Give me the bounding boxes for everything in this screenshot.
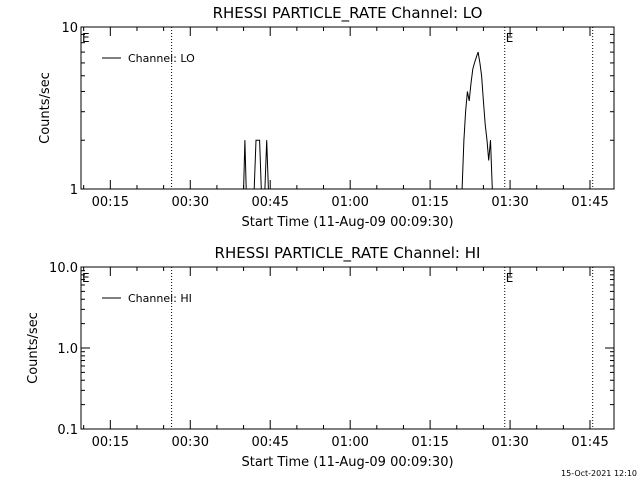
- y-tick-label: 10: [61, 21, 78, 36]
- x-tick-label: 01:00: [331, 195, 368, 210]
- x-axis-label: Start Time (11-Aug-09 00:09:30): [241, 455, 453, 470]
- x-tick-label: 00:15: [92, 435, 129, 450]
- chart-title: RHESSI PARTICLE_RATE Channel: HI: [215, 244, 481, 263]
- event-marker-label: E: [82, 31, 90, 45]
- y-axis-label: Counts/sec: [38, 72, 53, 144]
- x-tick-label: 01:45: [571, 195, 608, 210]
- event-marker-label: E: [82, 271, 90, 285]
- y-tick-label: 1: [70, 183, 78, 198]
- event-marker-label: E: [506, 31, 514, 45]
- chart-panel-1: RHESSI PARTICLE_RATE Channel: LO 1 10 00:15…: [38, 4, 615, 230]
- x-tick-label: 00:30: [172, 435, 209, 450]
- x-tick-label: 00:45: [251, 435, 288, 450]
- y-tick-label: 10.0: [49, 261, 78, 276]
- x-tick-label: 01:15: [411, 195, 448, 210]
- chart-panel-2: RHESSI PARTICLE_RATE Channel: HI 0.1 1.0 10…: [26, 244, 615, 470]
- x-tick-label: 00:30: [172, 195, 209, 210]
- y-axis-label: Counts/sec: [26, 312, 41, 384]
- footer-timestamp: 15-Oct-2021 12:10: [561, 469, 637, 478]
- legend-label: Channel: LO: [128, 52, 195, 65]
- event-marker-label: E: [506, 271, 514, 285]
- x-tick-label: 01:45: [571, 435, 608, 450]
- x-tick-label: 01:30: [491, 195, 528, 210]
- x-tick-label: 00:45: [251, 195, 288, 210]
- chart-title: RHESSI PARTICLE_RATE Channel: LO: [213, 4, 483, 23]
- x-tick-label: 01:00: [331, 435, 368, 450]
- y-tick-label: 1.0: [57, 342, 78, 357]
- x-axis-label: Start Time (11-Aug-09 00:09:30): [241, 215, 453, 230]
- x-tick-label: 00:15: [92, 195, 129, 210]
- x-tick-label: 01:15: [411, 435, 448, 450]
- series-line: [81, 51, 614, 190]
- y-tick-label: 0.1: [57, 423, 78, 438]
- x-tick-label: 01:30: [491, 435, 528, 450]
- legend-label: Channel: HI: [128, 292, 192, 305]
